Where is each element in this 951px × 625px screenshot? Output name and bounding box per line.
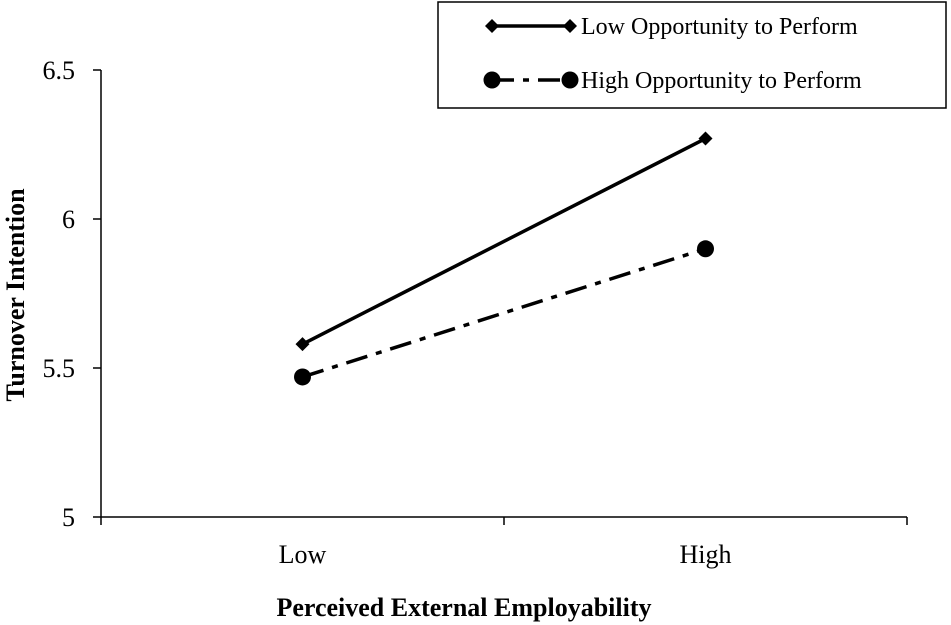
data-point-diamond [698, 131, 713, 146]
legend-box [437, 1, 947, 109]
series-0 [295, 131, 713, 352]
data-point-diamond [295, 337, 310, 352]
legend-marker [483, 71, 501, 89]
legend-marker [485, 19, 499, 33]
data-point-circle [294, 368, 311, 386]
axes [100, 70, 907, 518]
series-1 [294, 240, 714, 386]
data-point-circle [697, 240, 714, 258]
legend-label-high-opportunity: High Opportunity to Perform [581, 68, 862, 94]
y-ticks: 5 5.5 6 6.5 [43, 56, 101, 532]
legend-swatch-0 [485, 19, 577, 33]
y-tick-label: 6 [62, 205, 75, 234]
y-tick-label: 5.5 [43, 354, 76, 383]
legend-swatch-1 [483, 71, 579, 89]
legend-marker [563, 19, 577, 33]
legend-marker [561, 71, 579, 89]
x-tick-label: High [680, 540, 732, 569]
series-line [301, 136, 707, 346]
y-tick-label: 5 [62, 503, 75, 532]
legend: Low Opportunity to Perform High Opportun… [437, 1, 947, 109]
legend-label-low-opportunity: Low Opportunity to Perform [581, 14, 858, 40]
x-axis-title: Perceived External Employability [276, 593, 651, 622]
series-group [294, 131, 714, 386]
x-tick-label: Low [279, 540, 327, 569]
x-ticks: Low High [100, 517, 908, 569]
y-axis-title: Turnover Intention [1, 188, 30, 402]
y-tick-label: 6.5 [43, 56, 76, 85]
